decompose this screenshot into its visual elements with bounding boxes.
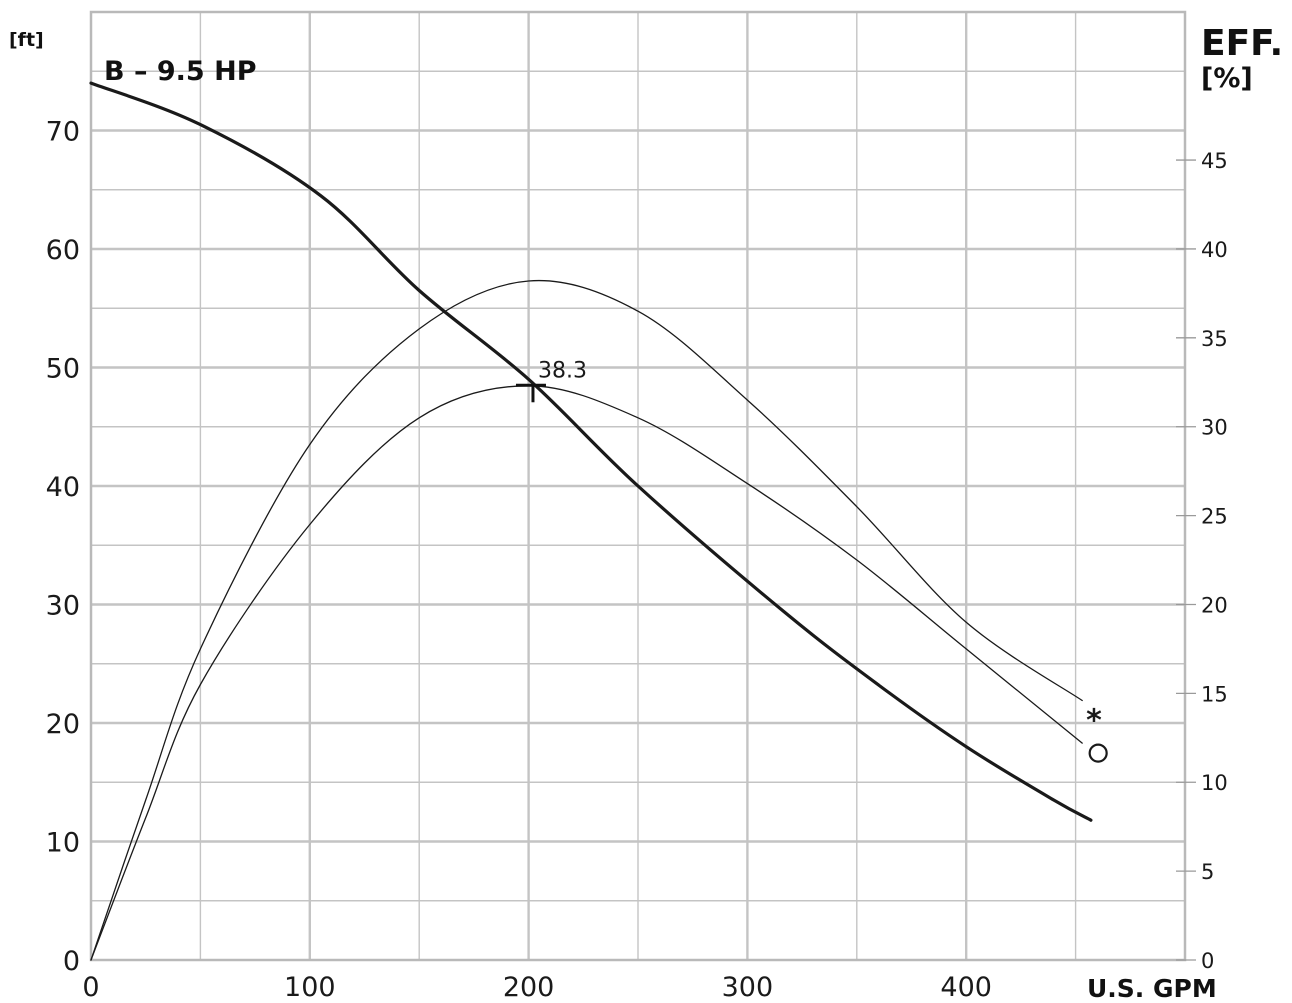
x-tick-label: 300	[722, 972, 774, 1003]
y-left-tick-label: 70	[46, 117, 80, 148]
x-tick-label: 400	[940, 972, 992, 1003]
x-axis-label: U.S. GPM	[1087, 974, 1217, 1003]
grid	[91, 12, 1185, 960]
y-right-tick-labels: 0 5 10 15 20 25 30 35 40 45	[1176, 149, 1228, 973]
x-tick-label: 100	[284, 972, 336, 1003]
chart-title: B – 9.5 HP	[104, 56, 257, 87]
curve-end-marker-asterisk: *	[1086, 703, 1102, 738]
y-right-tick-label: 45	[1201, 149, 1228, 173]
y-right-tick-label: 20	[1201, 593, 1228, 617]
y-right-tick-label: 0	[1201, 949, 1214, 973]
x-tick-label: 0	[82, 972, 99, 1003]
y-left-tick-label: 30	[46, 591, 80, 622]
y-left-tick-label: 40	[46, 472, 80, 503]
x-tick-labels: 0 100 200 300 400	[82, 972, 992, 1003]
y-left-tick-label: 20	[46, 709, 80, 740]
y-right-tick-label: 30	[1201, 416, 1228, 440]
curve-end-marker-circle	[1088, 743, 1108, 763]
y-left-tick-label: 0	[63, 946, 80, 977]
y-left-tick-labels: 0 10 20 30 40 50 60 70	[46, 117, 80, 978]
efficiency-curve-2	[90, 385, 1083, 961]
y-right-axis-unit: [%]	[1201, 63, 1253, 94]
markers: * 38.3	[515, 358, 1108, 763]
y-right-tick-label: 35	[1201, 327, 1228, 351]
plot-frame	[89, 10, 1187, 962]
y-left-axis-label: [ft]	[9, 29, 44, 51]
head-curve	[89, 81, 1093, 822]
efficiency-curve-1	[90, 279, 1083, 961]
y-right-tick-label: 5	[1201, 860, 1214, 884]
x-tick-label: 200	[503, 972, 555, 1003]
bep-label: 38.3	[538, 358, 587, 383]
y-left-tick-label: 10	[46, 828, 80, 859]
y-right-tick-label: 15	[1201, 682, 1228, 706]
y-right-tick-label: 10	[1201, 771, 1228, 795]
y-right-tick-label: 40	[1201, 238, 1228, 262]
y-right-axis-label: EFF.	[1201, 23, 1283, 64]
curves	[89, 81, 1093, 961]
y-right-tick-label: 25	[1201, 505, 1228, 529]
y-left-tick-label: 60	[46, 235, 80, 266]
y-left-tick-label: 50	[46, 354, 80, 385]
